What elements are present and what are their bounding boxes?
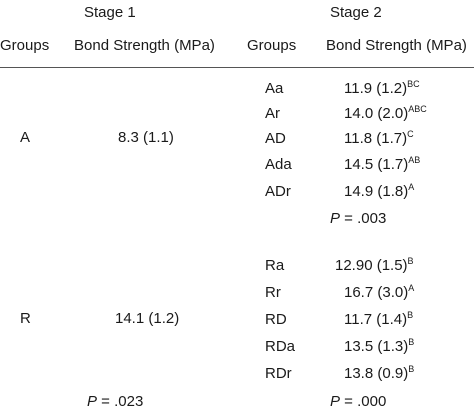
groups-header-stage2: Groups xyxy=(247,37,297,54)
header-rule xyxy=(0,67,474,68)
sig-letter: AB xyxy=(408,155,421,165)
stage2-group-rr: Rr xyxy=(265,284,281,301)
bond-strength-header-stage2: Bond Strength (MPa) xyxy=(326,37,467,54)
stage-1-heading: Stage 1 xyxy=(84,4,136,21)
stage2-group-ad: AD xyxy=(265,130,286,147)
groups-header-stage1: Groups xyxy=(0,37,50,54)
stage2-group-rdr: RDr xyxy=(265,365,292,382)
stage2-value-ad: 11.8 (1.7)C xyxy=(344,129,414,148)
stage2-r-p-value: P = .000 xyxy=(330,393,387,410)
stage-2-heading: Stage 2 xyxy=(330,4,382,21)
stage1-value-r: 14.1 (1.2) xyxy=(115,310,180,327)
sig-letter: A xyxy=(408,182,415,192)
stage2-a-p-value: P = .003 xyxy=(330,210,387,227)
stage2-value-rd: 11.7 (1.4)B xyxy=(344,310,414,329)
sig-letter: ABC xyxy=(408,104,427,114)
stage2-group-adr: ADr xyxy=(265,183,291,200)
stage1-group-r: R xyxy=(20,310,31,327)
sig-letter: A xyxy=(408,283,415,293)
stage2-value-adr: 14.9 (1.8)A xyxy=(344,182,415,201)
stage2-value-rdr: 13.8 (0.9)B xyxy=(344,364,415,383)
stage2-value-ar: 14.0 (2.0)ABC xyxy=(344,104,427,123)
stage2-value-ra: 12.90 (1.5)B xyxy=(335,256,414,275)
sig-letter: B xyxy=(408,337,415,347)
sig-letter: B xyxy=(407,256,414,266)
stage2-group-ada: Ada xyxy=(265,156,292,173)
stage1-p-value: P = .023 xyxy=(87,393,144,410)
stage2-value-ada: 14.5 (1.7)AB xyxy=(344,155,421,174)
sig-letter: C xyxy=(407,129,414,139)
stage2-group-rda: RDa xyxy=(265,338,296,355)
stage2-group-rd: RD xyxy=(265,311,287,328)
sig-letter: B xyxy=(407,310,414,320)
stage2-group-ra: Ra xyxy=(265,257,285,274)
stage2-value-rda: 13.5 (1.3)B xyxy=(344,337,415,356)
sig-letter: B xyxy=(408,364,415,374)
stage1-value-a: 8.3 (1.1) xyxy=(118,129,174,146)
sig-letter: BC xyxy=(407,79,420,89)
stage2-group-ar: Ar xyxy=(265,105,280,122)
stage2-value-aa: 11.9 (1.2)BC xyxy=(344,79,420,98)
stage1-group-a: A xyxy=(20,129,31,146)
bond-strength-header-stage1: Bond Strength (MPa) xyxy=(74,37,215,54)
stage2-value-rr: 16.7 (3.0)A xyxy=(344,283,415,302)
stage2-group-aa: Aa xyxy=(265,80,284,97)
